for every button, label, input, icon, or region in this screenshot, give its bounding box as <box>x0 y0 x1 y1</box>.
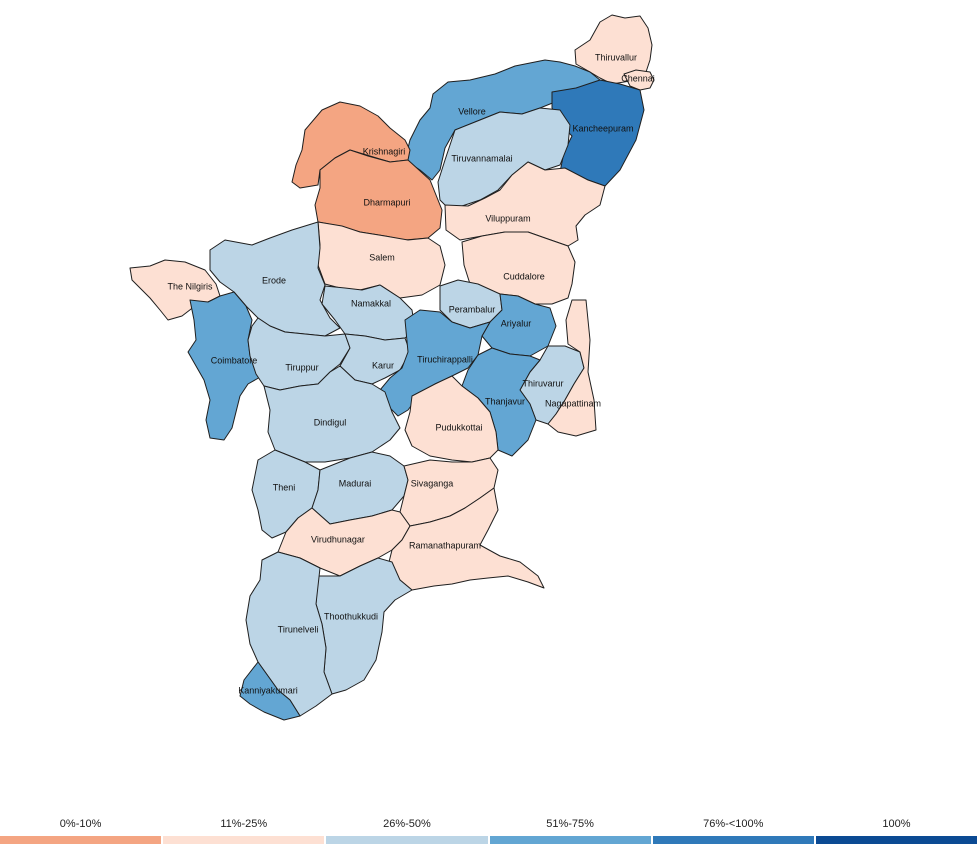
legend-item-5: 100% <box>815 812 977 864</box>
district-label-theni: Theni <box>273 482 296 492</box>
district-label-tiruchirappalli: Tiruchirappalli <box>417 354 473 364</box>
district-label-salem: Salem <box>369 252 395 262</box>
district-label-the-nilgiris: The Nilgiris <box>167 281 213 291</box>
district-label-thanjavur: Thanjavur <box>485 396 525 406</box>
district-shape-coimbatore[interactable] <box>187 291 263 441</box>
district-thoothukkudi[interactable] <box>315 557 413 695</box>
legend-item-2: 26%-50% <box>326 812 488 864</box>
district-label-thiruvallur: Thiruvallur <box>595 52 637 62</box>
district-label-sivaganga: Sivaganga <box>411 478 454 488</box>
legend-item-1: 11%-25% <box>163 812 325 864</box>
legend-label: 100% <box>882 818 911 830</box>
district-thiruvallur[interactable] <box>574 14 653 85</box>
district-label-dharmapuri: Dharmapuri <box>363 197 410 207</box>
district-label-nagapattinam: Nagapattinam <box>545 398 601 408</box>
district-label-virudhunagar: Virudhunagar <box>311 534 365 544</box>
legend-label: 26%-50% <box>383 818 431 830</box>
district-label-perambalur: Perambalur <box>449 304 496 314</box>
district-nagapattinam[interactable] <box>547 299 597 437</box>
legend-label: 0%-10% <box>59 818 102 830</box>
district-coimbatore[interactable] <box>187 291 263 441</box>
district-label-karur: Karur <box>372 360 394 370</box>
district-label-erode: Erode <box>262 275 286 285</box>
legend-item-0: 0%-10% <box>0 812 162 864</box>
legend-swatch <box>0 836 162 844</box>
district-salem[interactable] <box>317 221 446 299</box>
district-chennai[interactable] <box>623 69 655 91</box>
district-label-madurai: Madurai <box>339 478 372 488</box>
district-label-chennai: Chennai <box>621 73 655 83</box>
legend-label: 76%-<100% <box>703 818 764 830</box>
legend-swatch <box>326 836 488 844</box>
district-shape-kanniyakumari[interactable] <box>239 661 301 721</box>
district-label-pudukkottai: Pudukkottai <box>435 422 482 432</box>
district-label-tiruppur: Tiruppur <box>285 362 318 372</box>
district-label-tirunelveli: Tirunelveli <box>278 624 319 634</box>
district-karur[interactable] <box>339 333 411 385</box>
district-label-thoothukkudi: Thoothukkudi <box>324 611 378 621</box>
legend-item-3: 51%-75% <box>489 812 651 864</box>
district-shape-pudukkottai[interactable] <box>404 375 499 463</box>
choropleth-map: Thiruvallur Chennai Vellore Kancheepuram Kri… <box>129 14 655 721</box>
legend-label: 11%-25% <box>220 818 268 830</box>
district-shape-chennai[interactable] <box>623 69 655 91</box>
district-label-namakkal: Namakkal <box>351 298 391 308</box>
district-label-cuddalore: Cuddalore <box>503 271 545 281</box>
district-label-vellore: Vellore <box>458 106 486 116</box>
district-shape-thoothukkudi[interactable] <box>315 557 413 695</box>
district-label-dindigul: Dindigul <box>314 417 347 427</box>
district-label-kanniyakumari: Kanniyakumari <box>238 685 298 695</box>
district-label-krishnagiri: Krishnagiri <box>363 146 406 156</box>
legend-swatch <box>489 836 651 844</box>
district-label-viluppuram: Viluppuram <box>485 213 530 223</box>
district-label-kancheepuram: Kancheepuram <box>572 123 633 133</box>
district-label-coimbatore: Coimbatore <box>211 355 258 365</box>
district-shape-salem[interactable] <box>317 221 446 299</box>
legend: 0%-10% 11%-25% 26%-50% 51%-75% 76%-<100%… <box>0 812 977 864</box>
district-shape-thiruvallur[interactable] <box>574 14 653 85</box>
map-svg: Thiruvallur Chennai Vellore Kancheepuram Kri… <box>129 14 655 721</box>
district-shape-karur[interactable] <box>339 333 411 385</box>
district-label-ariyalur: Ariyalur <box>501 318 532 328</box>
legend-label: 51%-75% <box>546 818 594 830</box>
district-label-ramanathapuram: Ramanathapuram <box>409 540 481 550</box>
legend-swatch <box>652 836 814 844</box>
legend-swatch <box>163 836 325 844</box>
legend-swatch <box>815 836 977 844</box>
district-kanniyakumari[interactable] <box>239 661 301 721</box>
legend-item-4: 76%-<100% <box>652 812 814 864</box>
district-shape-nagapattinam[interactable] <box>547 299 597 437</box>
district-label-tiruvannamalai: Tiruvannamalai <box>451 153 512 163</box>
district-label-thiruvarur: Thiruvarur <box>522 378 563 388</box>
district-pudukkottai[interactable] <box>404 375 499 463</box>
